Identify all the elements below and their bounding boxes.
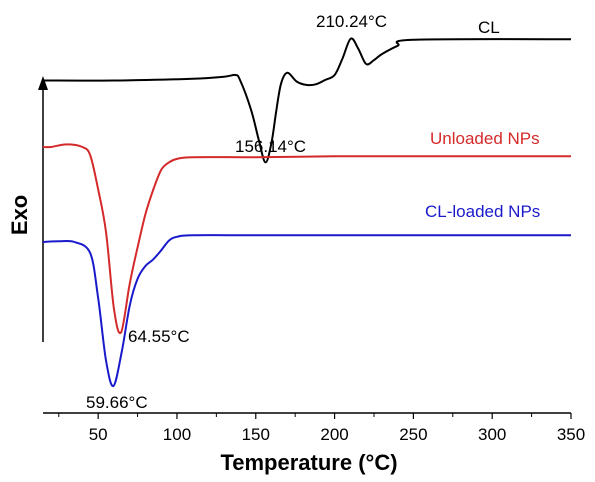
series-label-unloaded-nps: Unloaded NPs [430,129,540,148]
series-group [42,37,572,388]
x-tick-label: 200 [320,425,348,444]
x-tick-label: 300 [478,425,506,444]
series-line-cl-loaded-nps [42,234,571,388]
x-tick-label: 50 [89,425,108,444]
x-tick-label: 350 [557,425,585,444]
x-tick-label: 250 [399,425,427,444]
x-tick-label: 150 [242,425,270,444]
x-ticks: 50 100 150 200 250 300 350 [58,413,585,444]
x-axis-title: Temperature (°C) [220,450,397,475]
annotation-peak-59: 59.66°C [86,393,148,412]
annotation-peak-156: 156.14°C [235,137,306,156]
x-tick-label: 100 [163,425,191,444]
annotation-peak-64: 64.55°C [128,327,190,346]
series-line-cl [42,37,572,164]
series-label-cl-loaded-nps: CL-loaded NPs [425,202,540,221]
y-axis-arrow-icon [38,76,48,90]
series-label-cl: CL [478,18,500,37]
annotation-peak-210: 210.24°C [316,12,387,31]
series-line-unloaded-nps [42,143,571,335]
y-axis-title: Exo [7,195,32,235]
